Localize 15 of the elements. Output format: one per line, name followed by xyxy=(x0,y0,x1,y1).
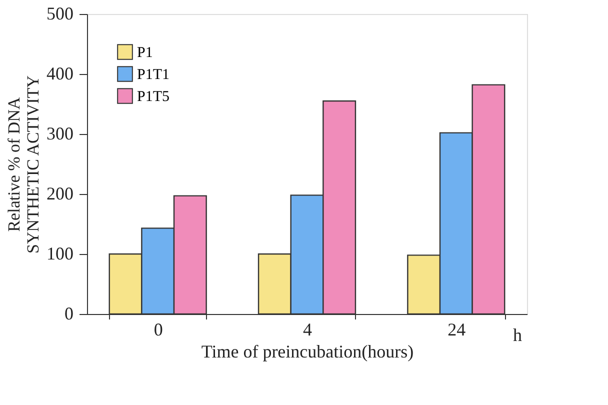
y-tick-label: 500 xyxy=(46,4,74,24)
legend-label: P1T1 xyxy=(137,67,170,83)
x-axis-title: Time of preincubation(hours) xyxy=(201,342,414,362)
x-tick-label: 24 xyxy=(448,320,466,340)
y-tick-label: 300 xyxy=(46,124,74,144)
text: h xyxy=(513,325,522,345)
x-tick-label: 0 xyxy=(154,320,163,340)
y-tick-label: 100 xyxy=(46,244,74,264)
y-tick-label: 400 xyxy=(46,64,74,84)
y-axis-title: Relative % of DNA SYNTHETIC ACTIVITY xyxy=(4,75,42,254)
y-tick-label: 200 xyxy=(46,184,74,204)
legend-label: P1T5 xyxy=(137,89,170,105)
x-tick-label: 4 xyxy=(303,320,312,340)
y-tick-label: 0 xyxy=(64,304,74,324)
legend-label: P1 xyxy=(137,45,153,61)
